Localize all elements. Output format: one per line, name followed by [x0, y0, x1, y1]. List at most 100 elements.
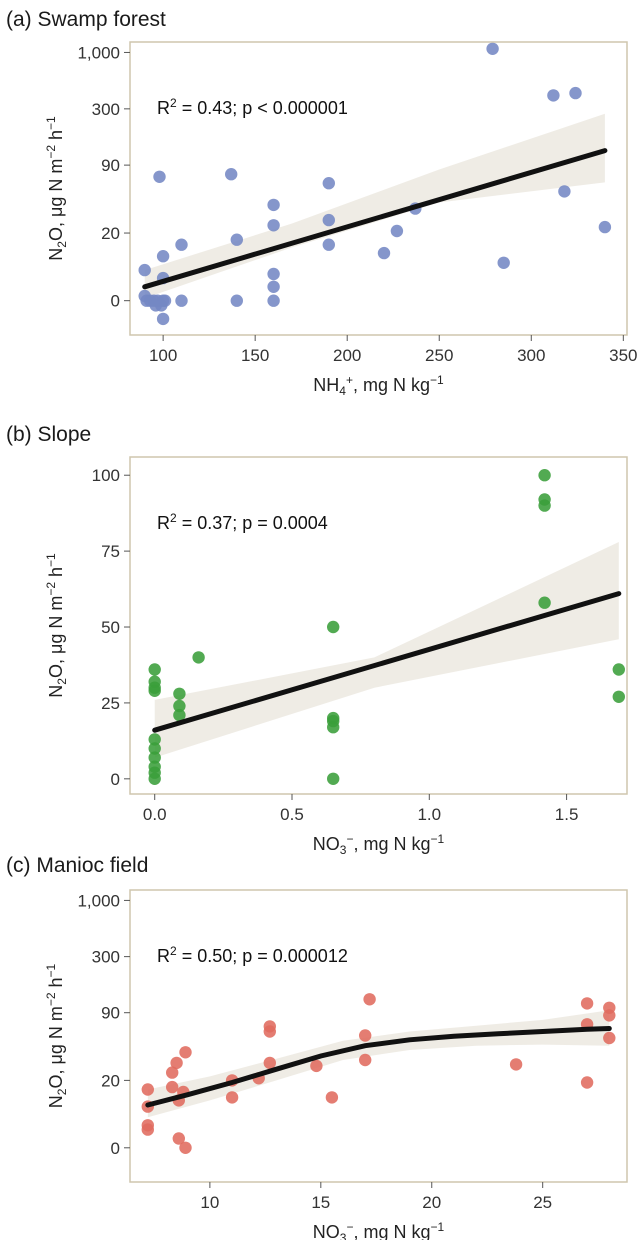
fit-line — [152, 591, 622, 733]
y-tick-label: 300 — [92, 100, 120, 119]
x-tick-label: 20 — [422, 1193, 441, 1212]
x-axis-label: NO3−, mg N kg−1 — [313, 832, 445, 856]
data-point — [138, 263, 151, 277]
data-point — [156, 312, 170, 326]
x-tick-label: 0.5 — [280, 805, 304, 824]
data-point — [603, 1031, 616, 1045]
confidence-band — [144, 113, 605, 299]
panel-title: (c) Manioc field — [6, 854, 148, 877]
data-point — [263, 1025, 276, 1038]
data-point — [267, 280, 280, 293]
data-point — [359, 1053, 372, 1067]
panel-swamp-forest: (a) Swamp forest 0 20 90 300 1,000 100 150 200 25… — [6, 8, 638, 398]
panel-title: (a) Swamp forest — [6, 8, 166, 31]
data-point — [173, 708, 186, 722]
data-point — [267, 267, 280, 281]
y-tick-label: 20 — [101, 1071, 120, 1090]
plot-frame — [129, 889, 628, 1183]
data-point — [148, 772, 161, 785]
data-point — [173, 699, 186, 713]
data-point — [166, 1066, 179, 1079]
data-point — [322, 177, 335, 190]
stats-annotation: R2 = 0.50; p = 0.000012 — [157, 944, 348, 966]
data-point — [179, 1046, 192, 1059]
data-point — [547, 89, 560, 102]
plot-frame — [129, 41, 628, 336]
data-point — [166, 1080, 179, 1094]
confidence-band — [154, 542, 619, 758]
data-point — [580, 1076, 594, 1089]
x-tick-label: 150 — [241, 346, 269, 365]
data-point — [486, 42, 499, 55]
data-point — [538, 596, 551, 609]
data-point — [598, 220, 612, 234]
data-point — [310, 1059, 323, 1073]
x-tick-label: 15 — [311, 1193, 330, 1212]
y-tick-label: 20 — [101, 224, 120, 243]
x-tick-label: 1.0 — [417, 805, 441, 824]
data-point — [322, 213, 335, 227]
data-point — [538, 469, 551, 482]
data-point — [173, 687, 186, 700]
data-point — [158, 294, 172, 307]
x-tick-label: 200 — [333, 346, 361, 365]
data-point — [267, 219, 280, 232]
panel-title: (b) Slope — [6, 423, 91, 446]
y-tick-label: 100 — [92, 466, 120, 485]
fit-line — [145, 1026, 612, 1108]
data-point — [327, 772, 340, 785]
y-tick-label: 90 — [101, 1004, 120, 1023]
data-point — [179, 1141, 192, 1155]
data-point — [225, 1091, 239, 1104]
stats-annotation: R2 = 0.43; p < 0.000001 — [157, 96, 348, 118]
data-point — [148, 751, 161, 764]
y-tick-label: 1,000 — [77, 43, 120, 62]
plot-frame — [129, 456, 628, 795]
confidence-band — [147, 1010, 610, 1118]
data-point — [359, 1029, 372, 1042]
data-point — [172, 1132, 185, 1145]
data-point — [225, 168, 238, 181]
data-point — [156, 250, 170, 263]
data-point — [509, 1058, 523, 1071]
y-tick-label: 25 — [101, 694, 120, 713]
data-point — [390, 224, 404, 238]
data-point — [148, 684, 161, 697]
x-tick-label: 100 — [149, 346, 177, 365]
data-point — [175, 238, 188, 251]
data-points — [138, 42, 612, 326]
data-points — [141, 993, 616, 1155]
data-point — [325, 1091, 339, 1104]
data-point — [230, 233, 243, 246]
x-tick-label: 25 — [533, 1193, 552, 1212]
data-point — [612, 663, 625, 676]
x-axis-label: NH4+, mg N kg−1 — [313, 373, 444, 397]
data-point — [170, 1056, 183, 1070]
x-tick-label: 0.0 — [143, 805, 167, 824]
data-point — [141, 1123, 154, 1136]
y-tick-label: 0 — [111, 292, 120, 311]
y-axis-label: N2O, μg N m−2 h−1 — [44, 963, 68, 1108]
data-point — [175, 294, 188, 307]
fit-line — [142, 148, 608, 290]
data-point — [148, 733, 161, 746]
data-point — [148, 742, 161, 755]
data-point — [612, 690, 625, 703]
data-point — [192, 651, 205, 664]
y-tick-label: 0 — [111, 1139, 120, 1158]
stats-annotation: R2 = 0.37; p = 0.0004 — [157, 511, 328, 533]
data-point — [267, 198, 280, 212]
data-point — [141, 1083, 154, 1096]
data-point — [153, 170, 166, 183]
panel-slope: (b) Slope 0 25 50 75 100 0.0 0.5 1.0 1.5 NO3−, mg … — [6, 423, 628, 857]
x-tick-label: 350 — [609, 346, 637, 365]
y-axis-label: N2O, μg N m−2 h−1 — [44, 553, 68, 698]
x-axis-label: NO3−, mg N kg−1 — [313, 1220, 445, 1240]
data-point — [327, 721, 340, 734]
x-tick-label: 1.5 — [555, 805, 579, 824]
y-tick-label: 50 — [101, 618, 120, 637]
x-tick-label: 300 — [517, 346, 545, 365]
data-point — [363, 993, 376, 1006]
data-point — [558, 185, 571, 198]
